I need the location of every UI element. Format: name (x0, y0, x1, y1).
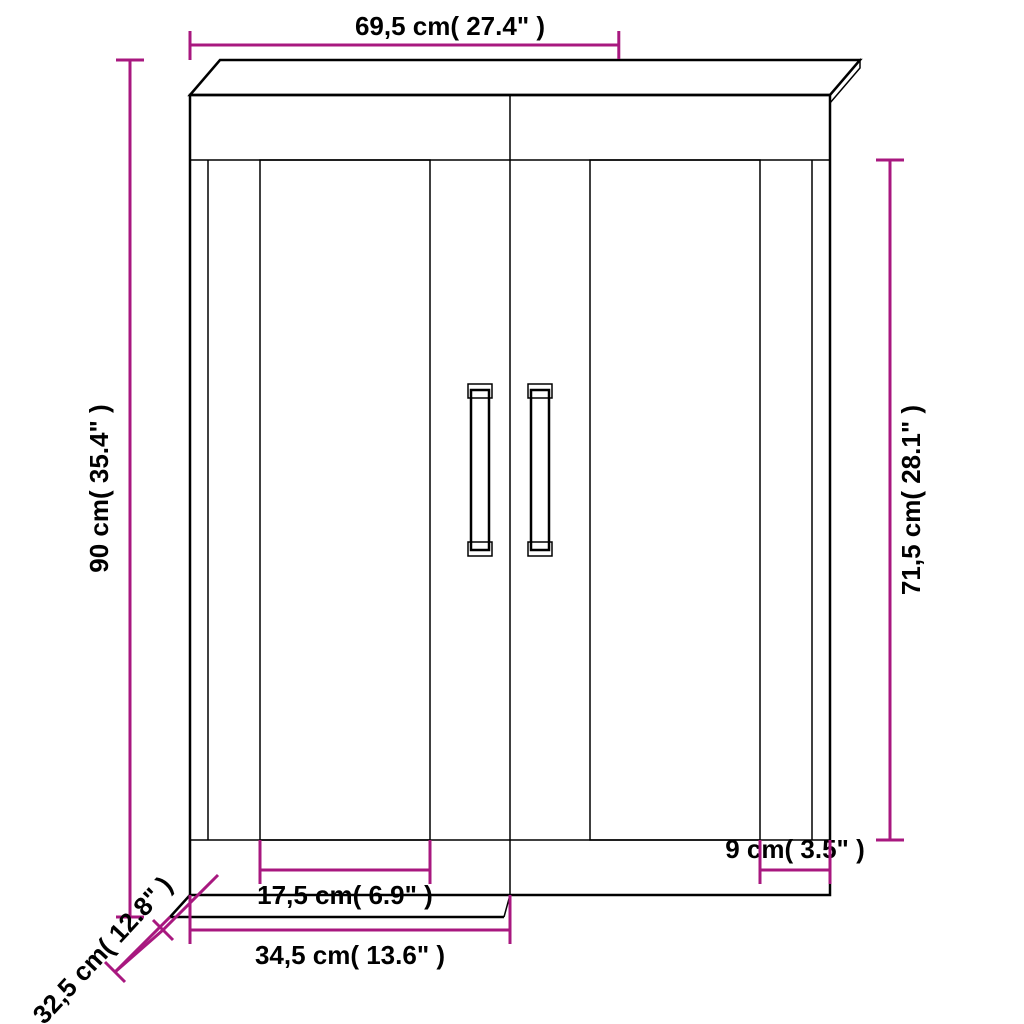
left-handle (468, 384, 492, 556)
cabinet-top-face (190, 60, 860, 95)
dimension-label: 71,5 cm( 28.1" ) (896, 405, 926, 595)
dimension-label: 32,5 cm( 12.8" ) (27, 870, 179, 1024)
dimension-label: 34,5 cm( 13.6" ) (255, 940, 445, 970)
dimension-label: 9 cm( 3.5" ) (725, 834, 865, 864)
dimension-label: 17,5 cm( 6.9" ) (257, 880, 433, 910)
left-door-panel (260, 160, 430, 840)
right-handle (528, 384, 552, 556)
dimension-label: 90 cm( 35.4" ) (84, 404, 114, 572)
right-door-panel (590, 160, 760, 840)
dimension-label: 69,5 cm( 27.4" ) (355, 11, 545, 41)
